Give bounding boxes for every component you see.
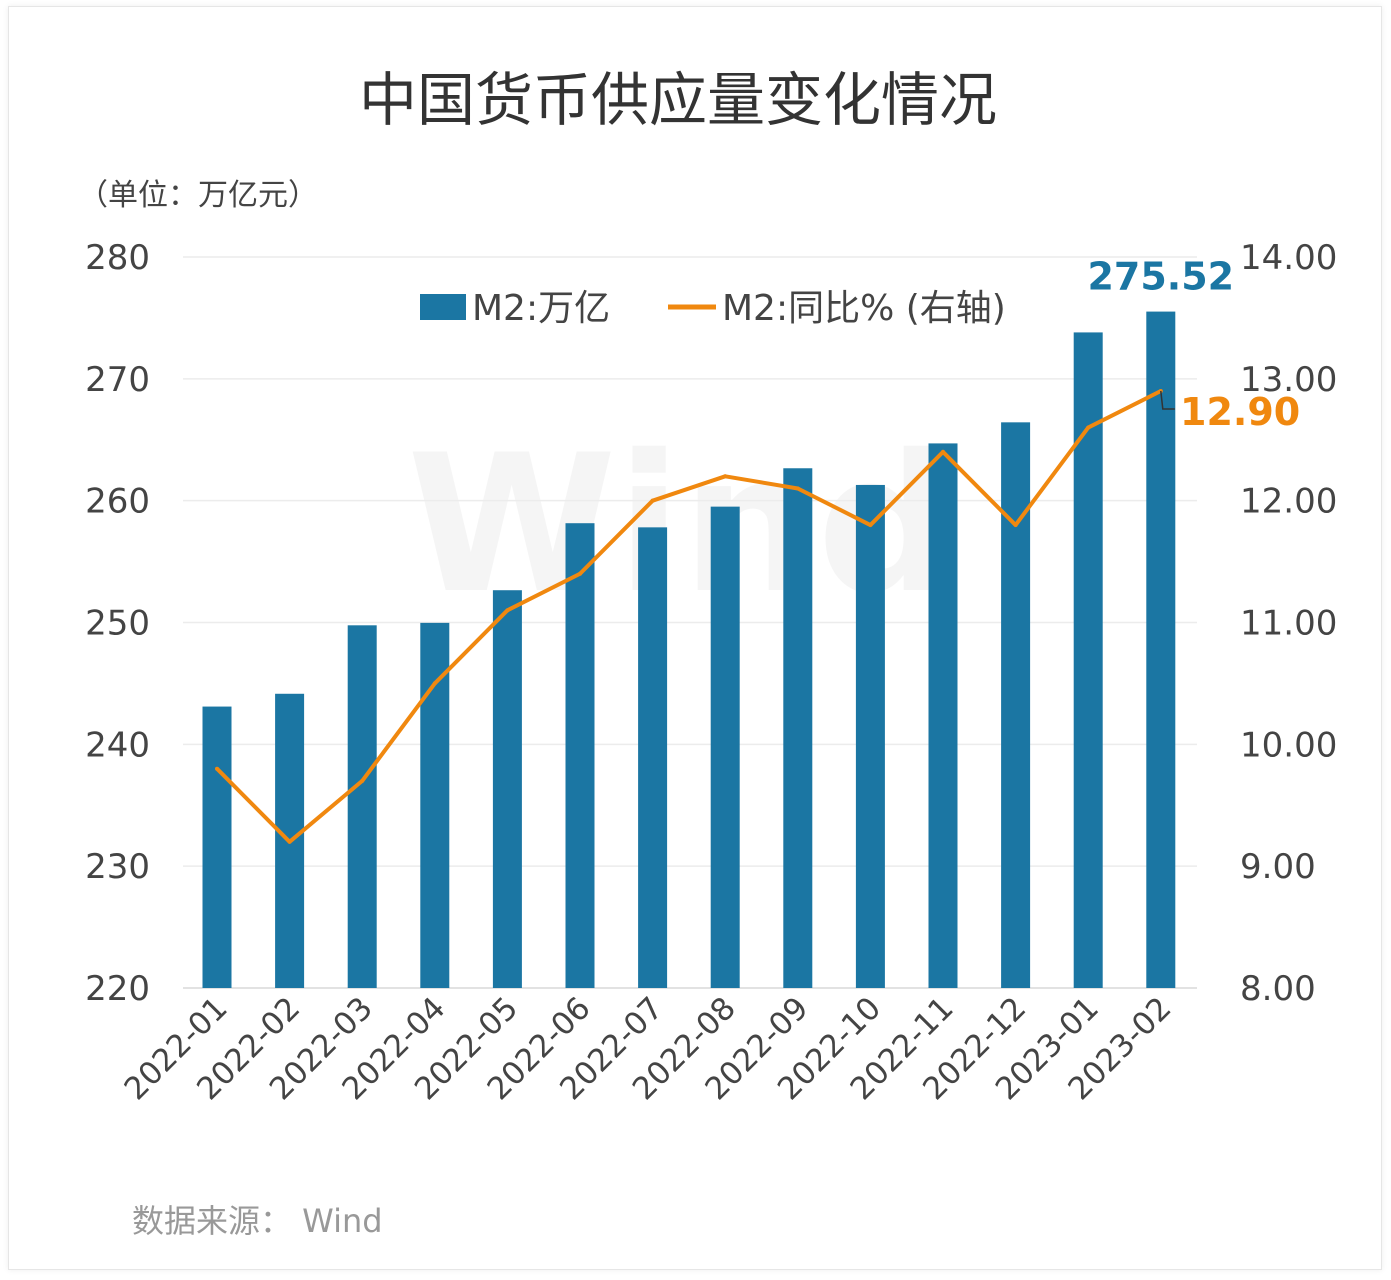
left-tick-label: 220 xyxy=(85,969,150,1009)
right-tick-label: 9.00 xyxy=(1240,847,1316,887)
line-point-2022-05 xyxy=(505,608,510,613)
line-point-2022-07 xyxy=(650,498,655,503)
line-point-2022-09 xyxy=(795,486,800,491)
line-point-2022-03 xyxy=(360,778,365,783)
left-tick-label: 230 xyxy=(85,847,150,887)
bar-2022-08 xyxy=(710,506,740,988)
bar-2023-02 xyxy=(1146,311,1176,989)
left-tick-label: 250 xyxy=(85,604,150,644)
line-point-2023-01 xyxy=(1086,425,1091,430)
bar-2022-03 xyxy=(347,625,377,988)
line-point-2022-06 xyxy=(578,571,582,576)
line-point-2022-04 xyxy=(432,681,437,686)
right-tick-label: 11.00 xyxy=(1240,604,1337,644)
line-point-2022-12 xyxy=(1013,523,1018,528)
right-tick-label: 8.00 xyxy=(1240,969,1316,1009)
bar-2022-05 xyxy=(492,590,522,988)
line-point-2022-02 xyxy=(287,839,292,844)
left-tick-label: 260 xyxy=(85,482,150,522)
right-tick-label: 14.00 xyxy=(1240,238,1337,278)
legend-line-label: M2:同比% (右轴) xyxy=(722,288,1006,329)
source-note: 数据来源： Wind xyxy=(132,1202,383,1240)
legend-bar-swatch xyxy=(420,294,466,320)
line-point-2022-08 xyxy=(723,474,728,479)
line-point-2022-01 xyxy=(215,766,219,771)
left-tick-label: 240 xyxy=(85,725,150,765)
line-last-value-label: 12.90 xyxy=(1180,390,1300,434)
line-point-2022-11 xyxy=(941,449,945,454)
left-tick-label: 280 xyxy=(85,238,150,278)
bar-2022-07 xyxy=(638,527,668,988)
bar-2022-10 xyxy=(855,484,885,988)
bar-2022-11 xyxy=(928,443,958,988)
bar-2022-06 xyxy=(565,523,595,988)
bar-last-value-label: 275.52 xyxy=(1087,255,1234,299)
legend-bar-label: M2:万亿 xyxy=(472,288,610,329)
unit-label: （单位：万亿元） xyxy=(78,178,318,213)
yoy-line xyxy=(215,389,1162,844)
line-point-2022-10 xyxy=(868,523,873,528)
right-tick-label: 10.00 xyxy=(1240,725,1337,765)
left-tick-label: 270 xyxy=(85,360,150,400)
bar-2022-01 xyxy=(202,706,232,988)
right-tick-label: 13.00 xyxy=(1240,360,1337,400)
bar-2022-09 xyxy=(783,468,813,988)
chart-title: 中国货币供应量变化情况 xyxy=(359,66,997,134)
right-tick-label: 12.00 xyxy=(1240,482,1337,522)
annotation-leader xyxy=(1160,390,1175,410)
bar-2022-04 xyxy=(420,622,450,988)
bar-2022-12 xyxy=(1001,422,1031,988)
